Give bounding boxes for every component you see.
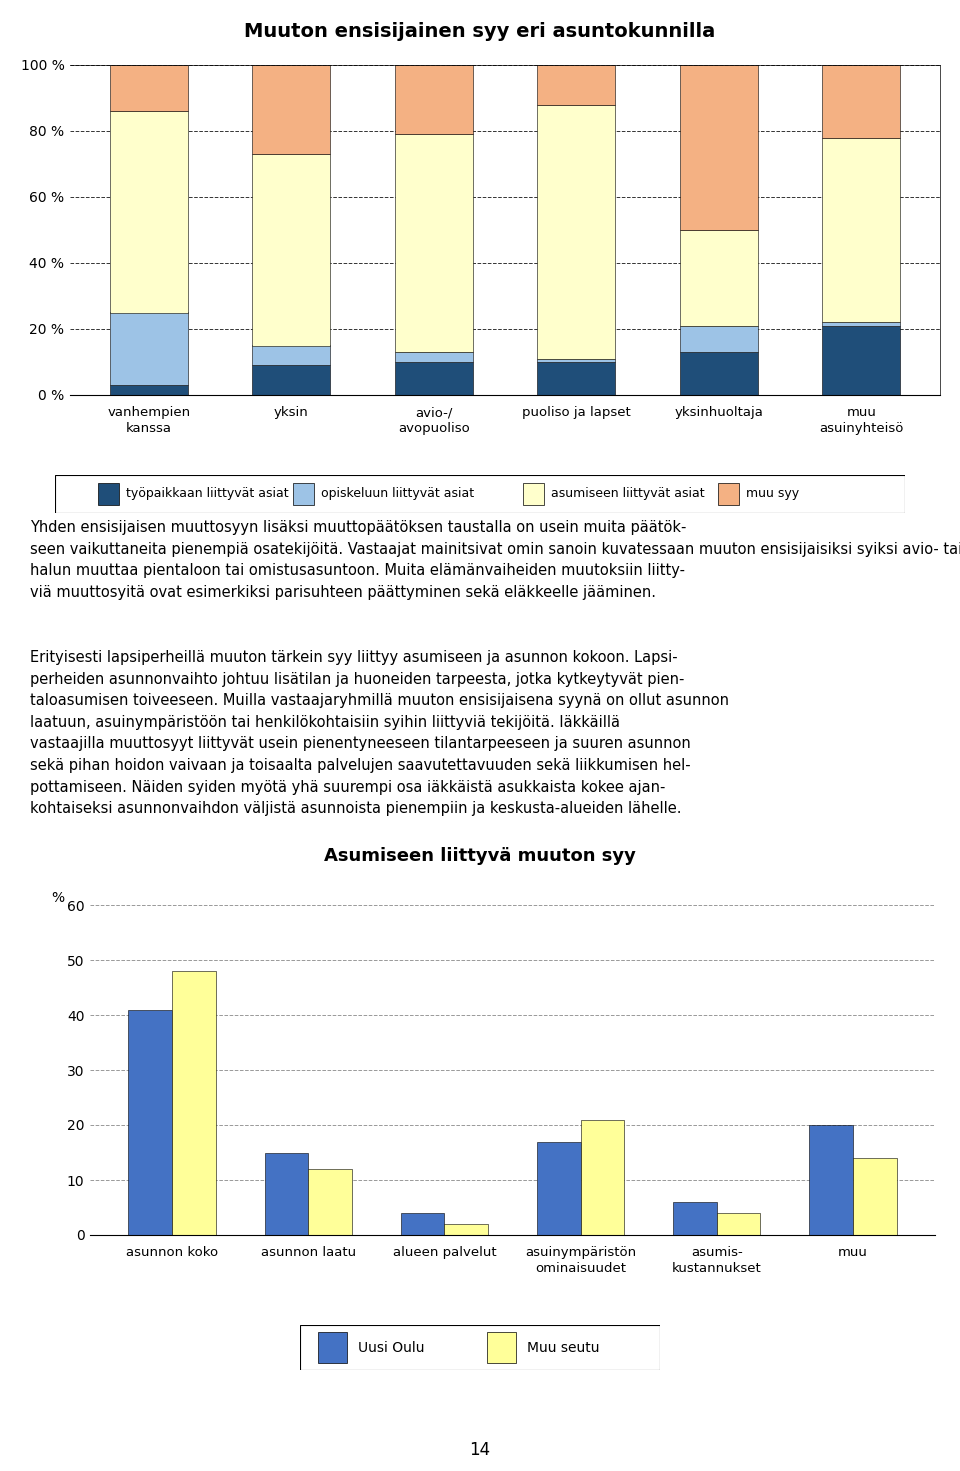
Bar xyxy=(395,134,473,352)
Bar xyxy=(109,65,188,112)
Text: muu syy: muu syy xyxy=(746,487,799,500)
Bar xyxy=(537,359,615,362)
Bar xyxy=(109,112,188,312)
Bar xyxy=(252,154,330,346)
Bar xyxy=(129,1009,172,1236)
Bar xyxy=(537,104,615,359)
Text: 14: 14 xyxy=(469,1442,491,1459)
Bar xyxy=(252,365,330,396)
Bar xyxy=(488,1331,516,1364)
Bar xyxy=(680,352,758,396)
Bar xyxy=(853,1158,897,1236)
Bar xyxy=(680,325,758,352)
Bar xyxy=(717,1214,760,1236)
Bar xyxy=(318,1331,347,1364)
Bar xyxy=(822,325,900,396)
Bar xyxy=(265,1152,308,1236)
Bar xyxy=(252,346,330,365)
Bar xyxy=(673,1202,717,1236)
Bar xyxy=(718,482,739,506)
Bar xyxy=(109,312,188,385)
Bar xyxy=(537,65,615,104)
Bar xyxy=(98,482,119,506)
Bar xyxy=(809,1125,853,1236)
Bar xyxy=(444,1224,488,1236)
Bar xyxy=(395,362,473,396)
Bar xyxy=(822,138,900,322)
Bar xyxy=(172,971,216,1236)
Bar xyxy=(395,352,473,362)
Bar xyxy=(252,65,330,154)
Text: Uusi Oulu: Uusi Oulu xyxy=(357,1340,424,1355)
Bar xyxy=(581,1119,624,1236)
Bar xyxy=(395,65,473,134)
Text: työpaikkaan liittyvät asiat: työpaikkaan liittyvät asiat xyxy=(126,487,288,500)
Bar xyxy=(537,1141,581,1236)
Bar xyxy=(537,362,615,396)
Bar xyxy=(293,482,314,506)
Bar xyxy=(822,322,900,325)
Bar xyxy=(308,1169,351,1236)
Text: Asumiseen liittyvä muuton syy: Asumiseen liittyvä muuton syy xyxy=(324,847,636,865)
Text: Muu seutu: Muu seutu xyxy=(527,1340,599,1355)
Text: Muuton ensisijainen syy eri asuntokunnilla: Muuton ensisijainen syy eri asuntokunnil… xyxy=(245,22,715,41)
Text: asumiseen liittyvät asiat: asumiseen liittyvät asiat xyxy=(550,487,705,500)
Text: Erityisesti lapsiperheillä muuton tärkein syy liittyy asumiseen ja asunnon kokoo: Erityisesti lapsiperheillä muuton tärkei… xyxy=(30,650,729,816)
Bar xyxy=(522,482,543,506)
Bar xyxy=(680,65,758,229)
Bar xyxy=(822,65,900,138)
Bar xyxy=(401,1214,444,1236)
Bar xyxy=(109,385,188,396)
Text: Yhden ensisijaisen muuttosyyn lisäksi muuttopäätöksen taustalla on usein muita p: Yhden ensisijaisen muuttosyyn lisäksi mu… xyxy=(30,521,960,600)
Text: %: % xyxy=(52,891,64,905)
Bar xyxy=(680,229,758,325)
Text: opiskeluun liittyvät asiat: opiskeluun liittyvät asiat xyxy=(321,487,474,500)
